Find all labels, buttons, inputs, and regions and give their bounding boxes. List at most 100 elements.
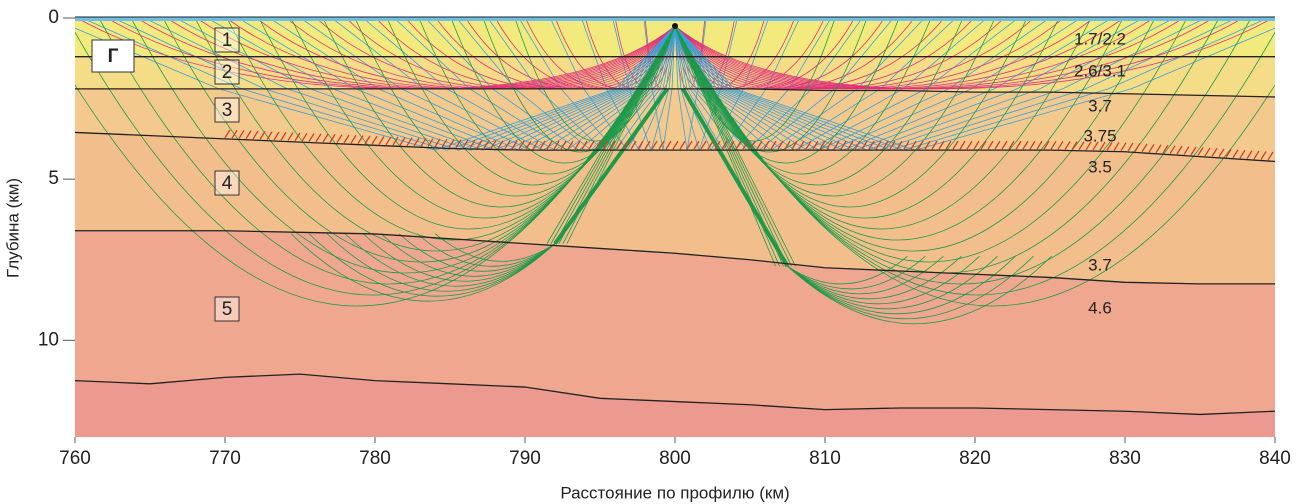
ray: [674, 25, 792, 267]
velocity-label: 2.6/3.1: [1074, 61, 1126, 80]
hatch: [854, 140, 861, 150]
hatch: [546, 140, 553, 150]
velocity-label: 3.75: [1083, 126, 1116, 145]
hatch: [511, 140, 518, 150]
ray: [787, 255, 962, 300]
hatch: [987, 140, 994, 150]
hatch: [644, 140, 651, 150]
layer-fill: [75, 88, 1275, 162]
hatch: [1162, 144, 1169, 154]
hatch: [1050, 140, 1057, 150]
hatch: [1239, 149, 1246, 159]
hatch: [980, 140, 987, 150]
hatch: [1246, 150, 1253, 159]
hatch: [798, 140, 805, 150]
ray: [326, 233, 556, 292]
boundary-line: [74, 131, 1276, 163]
hatch: [700, 140, 707, 150]
hatch: [357, 135, 364, 144]
ray: [674, 18, 1028, 208]
hatch: [525, 140, 532, 150]
hatch: [819, 140, 826, 150]
hatch: [721, 140, 728, 150]
x-tick-label: 820: [959, 448, 991, 469]
hatch: [812, 140, 819, 150]
hatch: [1001, 140, 1008, 150]
hatch: [784, 140, 791, 150]
ray: [322, 18, 676, 208]
ray: [674, 18, 996, 197]
ray: [674, 25, 1275, 307]
hatch: [483, 139, 490, 149]
hatch: [399, 137, 406, 146]
ray: [787, 255, 998, 310]
hatch: [1190, 146, 1197, 156]
hatch: [756, 140, 763, 150]
hatch: [1232, 149, 1239, 159]
ray: [380, 233, 556, 277]
ray: [386, 18, 676, 186]
hatch: [994, 140, 1001, 150]
hatch: [728, 140, 735, 150]
hatch: [1092, 141, 1099, 151]
hatch: [959, 140, 966, 150]
hatch: [532, 140, 539, 150]
hatch: [791, 140, 798, 150]
hatch: [868, 140, 875, 150]
hatch: [1197, 147, 1204, 156]
hatch: [1015, 140, 1022, 150]
ray: [113, 18, 676, 151]
boundary-line: [74, 373, 1276, 416]
hatch: [1169, 145, 1176, 155]
layer-fill: [75, 230, 1275, 415]
hatch: [588, 140, 595, 150]
y-axis-title: Глубина (км): [3, 178, 22, 278]
hatch: [1043, 140, 1050, 150]
hatch: [1078, 141, 1085, 151]
hatch: [840, 140, 847, 150]
hatch: [315, 133, 322, 143]
hatch: [308, 133, 315, 142]
hatch: [434, 138, 441, 148]
hatch: [1211, 148, 1218, 157]
hatch: [322, 133, 329, 143]
hatch: [238, 130, 245, 139]
hatch: [574, 140, 581, 150]
hatch: [518, 140, 525, 150]
layer-label: 3: [222, 100, 233, 121]
hatch: [581, 140, 588, 150]
hatch: [1071, 141, 1078, 150]
ray: [344, 233, 556, 287]
ray: [354, 18, 676, 197]
hatch: [539, 140, 546, 150]
ray: [144, 18, 676, 151]
ray: [82, 18, 676, 151]
hatch: [1218, 148, 1225, 158]
hatch: [455, 139, 462, 149]
ray: [562, 25, 676, 244]
hatch: [1064, 141, 1071, 150]
hatch: [413, 137, 420, 147]
layer-label: 2: [222, 62, 233, 83]
hatch: [1029, 140, 1036, 150]
hatch: [1267, 151, 1274, 161]
hatch: [1008, 140, 1015, 150]
y-tick-label: 10: [38, 329, 59, 350]
ray: [75, 25, 676, 307]
hatch: [392, 136, 399, 146]
hatch: [490, 140, 497, 149]
hatch: [567, 140, 574, 150]
hatch: [1036, 140, 1043, 150]
velocity-label: 3.7: [1088, 96, 1112, 115]
hatch: [1141, 143, 1148, 153]
ray: [674, 25, 780, 267]
hatch: [553, 140, 560, 150]
hatch: [224, 129, 231, 139]
hatch: [231, 129, 238, 139]
hatch: [420, 137, 427, 147]
hatch: [945, 140, 952, 150]
x-tick-label: 840: [1259, 448, 1291, 469]
ray: [514, 18, 676, 142]
hatch: [266, 131, 273, 141]
